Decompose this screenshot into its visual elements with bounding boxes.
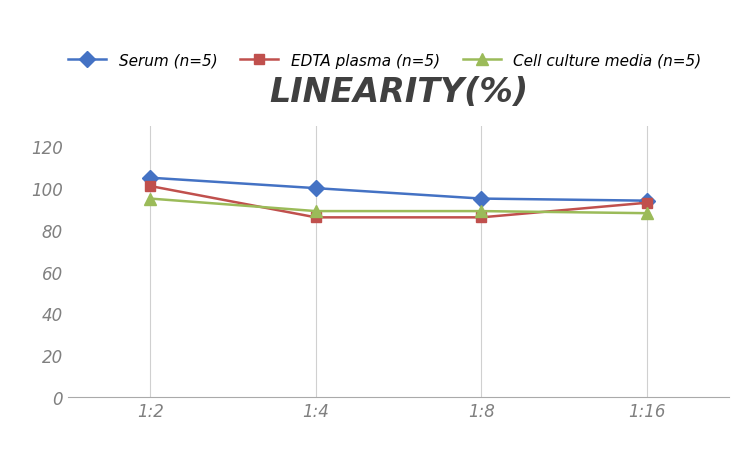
Cell culture media (n=5) <box>642 211 651 216</box>
EDTA plasma (n=5) <box>477 215 486 221</box>
Cell culture media (n=5) <box>477 209 486 214</box>
Serum (n=5) <box>642 198 651 204</box>
Line: EDTA plasma (n=5): EDTA plasma (n=5) <box>146 182 651 223</box>
EDTA plasma (n=5) <box>311 215 320 221</box>
Title: LINEARITY(%): LINEARITY(%) <box>269 75 528 108</box>
Serum (n=5) <box>477 197 486 202</box>
EDTA plasma (n=5) <box>146 184 155 189</box>
Line: Cell culture media (n=5): Cell culture media (n=5) <box>145 193 652 219</box>
Serum (n=5) <box>146 175 155 181</box>
Cell culture media (n=5) <box>146 197 155 202</box>
Legend: Serum (n=5), EDTA plasma (n=5), Cell culture media (n=5): Serum (n=5), EDTA plasma (n=5), Cell cul… <box>62 47 708 74</box>
Serum (n=5) <box>311 186 320 191</box>
Line: Serum (n=5): Serum (n=5) <box>145 173 652 207</box>
Cell culture media (n=5) <box>311 209 320 214</box>
EDTA plasma (n=5) <box>642 201 651 206</box>
